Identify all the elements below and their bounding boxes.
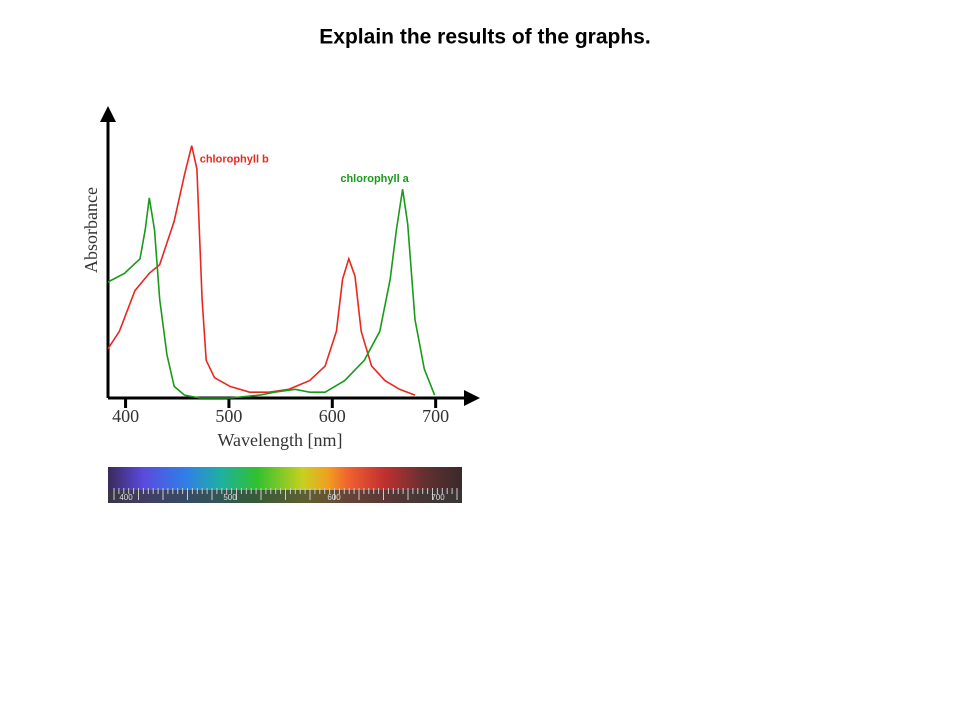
x-arrow xyxy=(464,390,480,406)
series-line xyxy=(107,145,416,396)
x-tick-label: 400 xyxy=(112,406,139,426)
series-label: chlorophyll a xyxy=(340,173,409,185)
slide-title: Explain the results of the graphs. xyxy=(319,26,650,49)
spectrum-label: 400 xyxy=(119,493,133,502)
x-axis-label: Wavelength [nm] xyxy=(217,430,342,450)
spectrum-label: 600 xyxy=(327,493,341,502)
x-tick-label: 700 xyxy=(422,406,449,426)
x-tick-label: 500 xyxy=(215,406,242,426)
series-label: chlorophyll b xyxy=(200,154,269,166)
y-axis-label: Absorbance xyxy=(81,187,101,273)
series-line xyxy=(107,189,436,399)
x-tick-label: 600 xyxy=(319,406,346,426)
spectrum-label: 700 xyxy=(431,493,445,502)
spectrum-label: 500 xyxy=(223,493,237,502)
y-arrow xyxy=(100,106,116,122)
